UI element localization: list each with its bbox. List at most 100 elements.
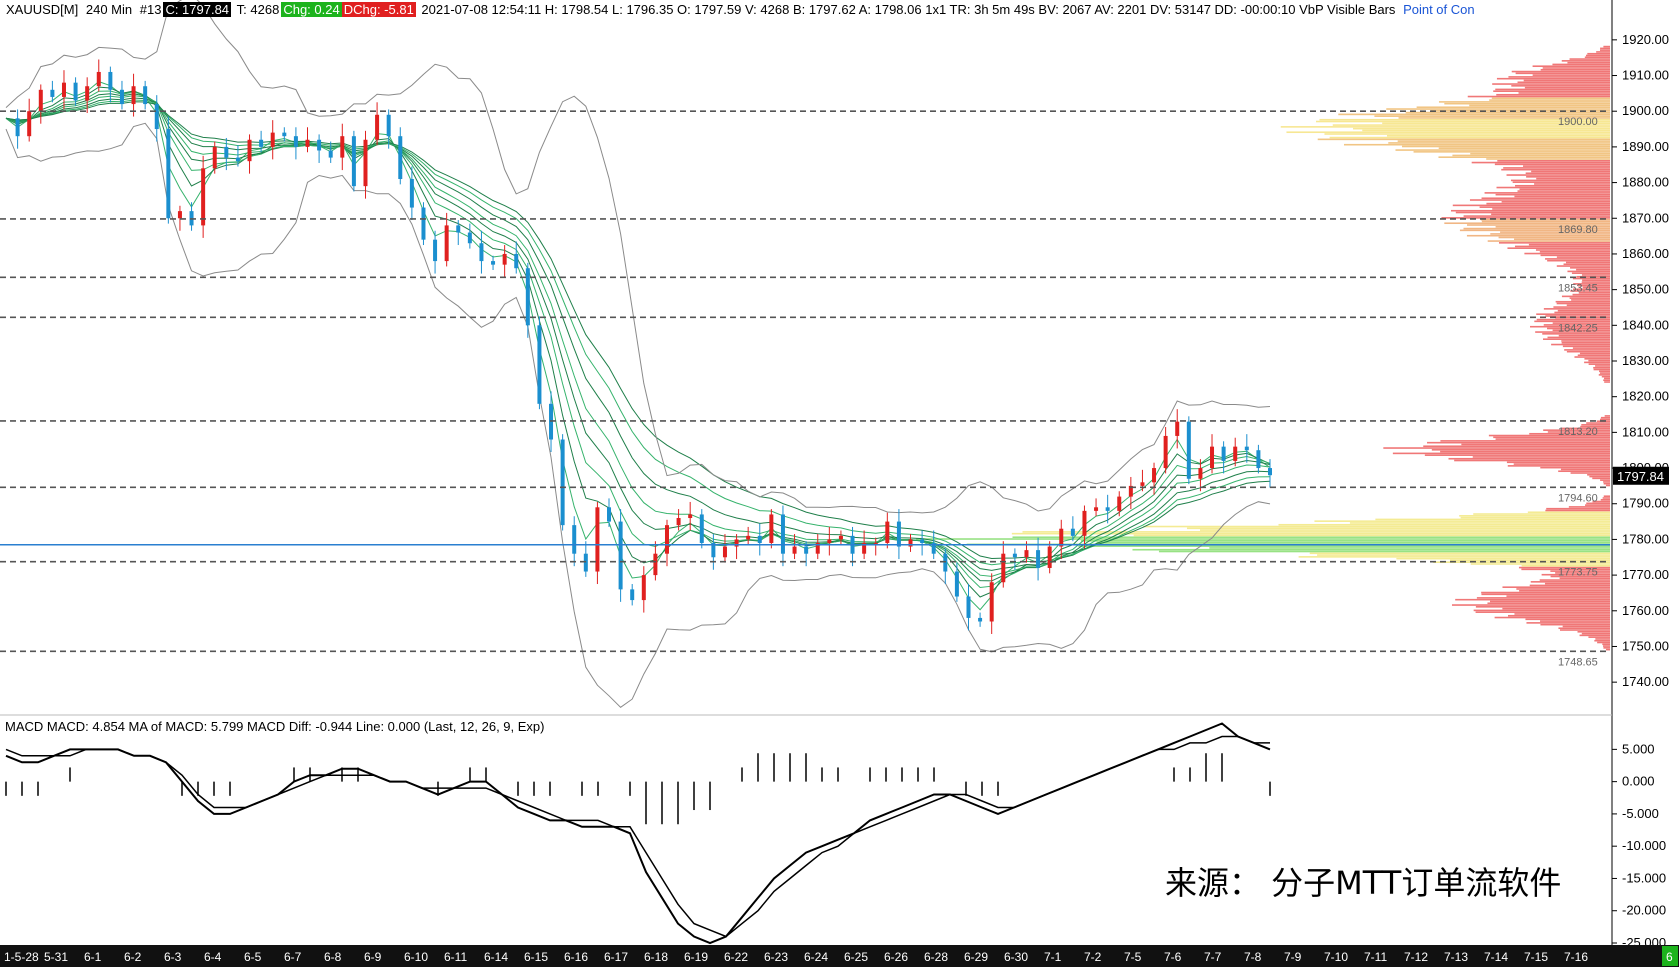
- candle-body: [1082, 510, 1087, 536]
- volume-profile-bar: [1542, 333, 1610, 335]
- volume-profile-bar: [1555, 300, 1610, 303]
- x-tick-label: 7-13: [1444, 950, 1468, 964]
- volume-profile-bar: [1506, 461, 1610, 464]
- volume-profile-bar: [1495, 88, 1610, 91]
- candle-body: [444, 225, 449, 262]
- candle-body: [398, 136, 403, 180]
- candle-body: [746, 535, 751, 540]
- candle-body: [177, 211, 182, 219]
- volume-profile-bar: [1494, 163, 1610, 166]
- volume-profile-bar: [1324, 133, 1610, 135]
- volume-profile-bar: [1550, 575, 1610, 578]
- volume-profile-bar: [1481, 220, 1610, 223]
- x-tick-label: 6-19: [684, 950, 708, 964]
- volume-profile-bar: [1508, 76, 1610, 78]
- x-tick-label: 6-7: [284, 950, 302, 964]
- ema-ribbon-line: [5, 95, 1271, 577]
- volume-profile-bar: [1581, 274, 1610, 276]
- volume-profile-bar: [1582, 279, 1610, 282]
- timeframe-label: 240 Min: [85, 2, 133, 17]
- volume-profile-bar: [1530, 581, 1610, 583]
- candle-body: [108, 71, 113, 90]
- candle-body: [827, 539, 832, 543]
- price-tick-label: 1780.00: [1622, 531, 1669, 546]
- price-tick-label: 1900.00: [1622, 103, 1669, 118]
- x-tick-label: 6-23: [764, 950, 788, 964]
- volume-profile-bar: [1316, 120, 1610, 123]
- volume-profile-bar: [1598, 374, 1610, 376]
- price-tick-label: 1920.00: [1622, 32, 1669, 47]
- volume-profile-bar: [1602, 643, 1610, 646]
- volume-profile-bar: [1595, 638, 1610, 640]
- volume-profile-bar: [1502, 607, 1610, 610]
- volume-profile-bar: [1567, 270, 1610, 273]
- volume-profile-bar: [1132, 548, 1610, 551]
- candle-body: [885, 521, 890, 543]
- x-tick-label: 6-16: [564, 950, 588, 964]
- volume-profile-bar: [1561, 60, 1610, 62]
- volume-profile-bar: [1543, 324, 1610, 326]
- candle-body: [699, 514, 704, 543]
- volume-profile-bar: [1596, 51, 1610, 53]
- x-tick-label: 5-31: [44, 950, 68, 964]
- volume-profile-bar: [1452, 154, 1610, 157]
- volume-profile-bar: [1438, 147, 1610, 150]
- candle-body: [1012, 553, 1017, 558]
- volume-profile-bar: [1592, 500, 1610, 503]
- volume-profile-bar: [1586, 502, 1610, 505]
- volume-profile-bar: [1559, 577, 1610, 580]
- x-tick-label: 7-15: [1524, 950, 1548, 964]
- volume-profile-bar: [1565, 261, 1610, 264]
- candle-body: [1070, 528, 1075, 536]
- volume-profile-bar: [1544, 582, 1610, 585]
- candle-body: [653, 553, 658, 576]
- macd-signal-line: [5, 735, 1270, 938]
- volume-profile-bar: [1481, 591, 1610, 594]
- volume-profile-bar: [1423, 445, 1610, 448]
- corner-badge-text: 6: [1666, 950, 1673, 964]
- volume-profile-bar: [1496, 186, 1610, 189]
- volume-profile-bar: [1587, 473, 1610, 476]
- volume-profile-bar: [1454, 459, 1610, 462]
- candle-body: [514, 253, 519, 269]
- x-tick-label: 6-25: [844, 950, 868, 964]
- price-tick-label: 1840.00: [1622, 317, 1669, 332]
- volume-profile-bar: [1555, 572, 1610, 574]
- candle-body: [630, 589, 635, 601]
- volume-profile-bar: [1472, 456, 1610, 458]
- volume-profile-bar: [1585, 504, 1610, 506]
- volume-profile-bar: [1096, 541, 1610, 544]
- volume-profile-bar: [1455, 211, 1610, 214]
- candle-body: [305, 139, 310, 147]
- poc-link[interactable]: Point of Con: [1403, 2, 1475, 17]
- x-tick-label: 6-24: [804, 950, 828, 964]
- volume-profile-bar: [1545, 509, 1610, 512]
- candle-body: [1047, 546, 1052, 568]
- level-label: 1842.25: [1558, 322, 1598, 334]
- volume-profile-bar: [1500, 231, 1610, 233]
- volume-profile-bar: [1599, 418, 1610, 421]
- volume-profile-bar: [1581, 281, 1610, 283]
- candle-body: [978, 617, 983, 622]
- volume-profile-bar: [1552, 329, 1610, 332]
- volume-profile-bar: [1597, 641, 1610, 644]
- volume-profile-bar: [1449, 559, 1610, 562]
- volume-profile-bar: [1011, 532, 1610, 535]
- volume-profile-bar: [1506, 595, 1610, 597]
- x-tick-label: 6-14: [484, 950, 508, 964]
- candle-body: [386, 114, 391, 137]
- candle-body: [954, 571, 959, 597]
- volume-profile-bar: [1481, 197, 1610, 200]
- candle-body: [421, 207, 426, 240]
- volume-profile-bar: [1558, 627, 1610, 630]
- volume-profile-bar: [1496, 77, 1610, 80]
- x-tick-label: 6-8: [324, 950, 342, 964]
- candle-body: [769, 514, 774, 543]
- volume-profile-bar: [1524, 252, 1610, 255]
- candle-body: [873, 542, 878, 544]
- candle-body: [1221, 446, 1226, 461]
- volume-profile-bar: [1524, 86, 1610, 89]
- volume-profile-bar: [1523, 79, 1610, 82]
- candle-body: [201, 168, 206, 226]
- volume-profile-bar: [1561, 427, 1610, 430]
